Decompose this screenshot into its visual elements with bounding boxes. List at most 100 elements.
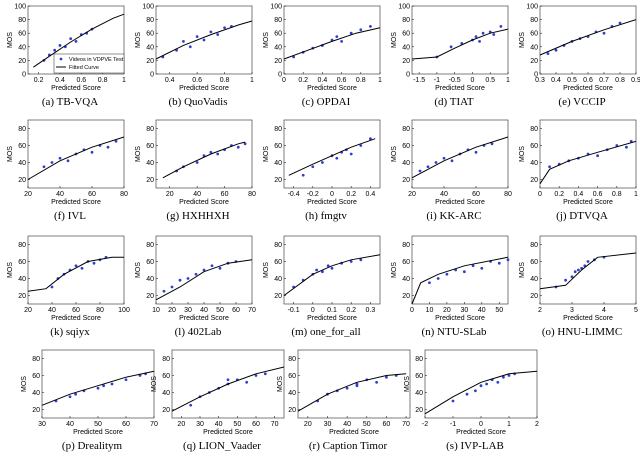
y-tick-label: 40 xyxy=(18,160,26,167)
subplot: 0.3 0.4 0.5 0.6 0.7 0.8 0.9 0 20 40 60 80 100 Predict… xyxy=(519,4,640,109)
y-tick-label: 0 xyxy=(534,72,538,79)
y-tick-label: 20 xyxy=(274,58,282,65)
x-tick-label: 0.4 xyxy=(574,191,584,198)
x-tick-label: 50 xyxy=(233,421,241,428)
x-tick-label: -1.5 xyxy=(413,77,425,84)
data-point xyxy=(479,384,483,388)
data-point xyxy=(548,165,551,169)
y-tick-label: 60 xyxy=(162,373,170,380)
x-tick-label: 0.8 xyxy=(356,77,366,84)
x-tick-label: 0.8 xyxy=(220,77,230,84)
x-tick-label: 20 xyxy=(24,307,32,314)
y-tick-label: 100 xyxy=(526,4,538,11)
y-tick-label: 60 xyxy=(274,31,282,38)
y-axis-label: MOS xyxy=(7,32,14,48)
x-tick-label: 0.4 xyxy=(165,77,175,84)
x-tick-label: 0.7 xyxy=(599,77,609,84)
x-tick-label: -1 xyxy=(450,421,456,428)
fitted-curve xyxy=(411,256,509,305)
subplot: 0.2 0.4 0.6 0.8 1 0 20 40 60 80 100 Predicted Score… xyxy=(7,4,126,109)
fitted-curve xyxy=(283,27,381,60)
data-point xyxy=(359,28,363,32)
data-point xyxy=(602,31,606,35)
x-tick-label: 4 xyxy=(602,307,606,314)
y-tick-label: 80 xyxy=(18,242,26,249)
x-tick-label: -2 xyxy=(422,421,428,428)
data-point xyxy=(492,33,496,36)
x-tick-label: -0.4 xyxy=(288,191,300,198)
data-point xyxy=(245,380,249,384)
data-point xyxy=(335,156,339,160)
x-tick-label: 0.2 xyxy=(298,77,308,84)
data-point xyxy=(506,258,510,262)
data-point xyxy=(53,48,57,52)
x-tick-label: 0 xyxy=(479,421,483,428)
data-point xyxy=(186,277,190,280)
data-point xyxy=(471,264,475,268)
x-tick-label: 100 xyxy=(118,307,130,314)
x-tick-label: 3 xyxy=(570,307,574,314)
data-point xyxy=(445,272,449,276)
y-tick-label: 40 xyxy=(288,390,296,397)
x-tick-label: 30 xyxy=(38,421,46,428)
data-point xyxy=(442,156,446,160)
x-tick-label: 0.4 xyxy=(318,77,328,84)
y-tick-label: 20 xyxy=(18,293,26,300)
x-axis-label: Predicted Score xyxy=(307,315,357,322)
data-point xyxy=(359,258,363,262)
data-point xyxy=(263,372,267,376)
subplot: 30 40 50 60 70 20 40 60 80 Predicted Score MOS (p) … xyxy=(21,349,158,452)
data-point xyxy=(618,21,622,25)
y-axis-label: MOS xyxy=(391,262,398,278)
y-tick-label: 20 xyxy=(274,293,282,300)
y-axis-label: MOS xyxy=(7,146,14,162)
caption: (q) LION_Vaader xyxy=(183,440,261,452)
y-tick-label: 60 xyxy=(402,31,410,38)
x-tick-label: 60 xyxy=(88,191,96,198)
x-tick-label: 40 xyxy=(48,307,56,314)
data-point xyxy=(436,277,440,280)
x-tick-label: 70 xyxy=(150,421,158,428)
data-point xyxy=(195,161,199,164)
data-point xyxy=(124,378,128,382)
caption: (b) QuoVadis xyxy=(169,96,228,108)
x-tick-label: 40 xyxy=(56,191,64,198)
y-tick-label: 20 xyxy=(402,293,410,300)
x-tick-label: 40 xyxy=(215,421,223,428)
caption: (a) TB-VQA xyxy=(42,96,98,108)
data-point xyxy=(625,145,628,149)
data-point xyxy=(507,374,511,377)
caption: (f) IVL xyxy=(54,210,86,222)
y-tick-label: 40 xyxy=(162,390,170,397)
x-tick-label: 80 xyxy=(248,191,256,198)
data-point xyxy=(42,165,46,169)
data-point xyxy=(223,26,226,30)
subplot: 20 40 60 80 20 40 60 80 Predicted Score MOS (f) IV… xyxy=(7,119,128,222)
data-point xyxy=(106,145,110,149)
y-tick-label: 100 xyxy=(142,4,154,11)
y-tick-label: 40 xyxy=(530,276,538,283)
data-point xyxy=(462,270,466,274)
plot-frame xyxy=(411,5,509,75)
fitted-curve xyxy=(539,252,637,290)
caption: (j) DTVQA xyxy=(556,210,608,222)
x-tick-label: 60 xyxy=(252,421,260,428)
x-tick-label: 60 xyxy=(72,307,80,314)
y-tick-label: 20 xyxy=(32,407,40,414)
x-tick-label: 80 xyxy=(504,191,512,198)
y-tick-label: 80 xyxy=(32,356,40,363)
data-point xyxy=(546,52,550,55)
x-tick-label: 60 xyxy=(383,421,391,428)
x-tick-label: 20 xyxy=(24,191,32,198)
data-point xyxy=(170,285,174,289)
y-tick-label: 0 xyxy=(406,72,410,79)
plot-frame xyxy=(539,235,637,305)
data-point xyxy=(321,161,324,164)
data-point xyxy=(315,268,319,272)
x-axis-label: Predicted Score xyxy=(563,85,613,92)
data-point xyxy=(243,142,247,146)
plot-frame xyxy=(283,119,381,189)
x-tick-label: 40 xyxy=(200,307,208,314)
y-tick-label: 0 xyxy=(22,72,26,79)
